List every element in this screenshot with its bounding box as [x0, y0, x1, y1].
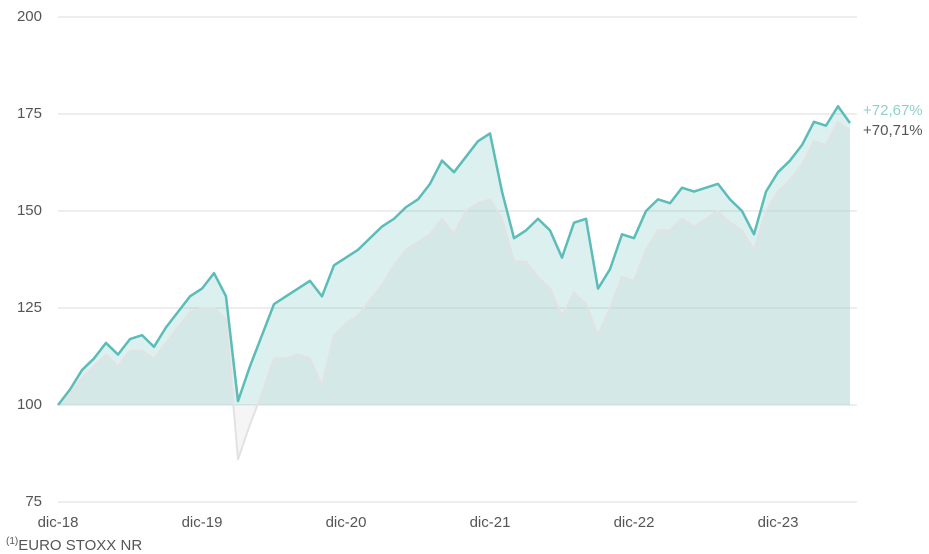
footnote: (1)EURO STOXX NR [6, 536, 142, 554]
series-line [57, 120, 851, 461]
footnote-text: EURO STOXX NR [18, 537, 142, 554]
y-tick-label: 200 [17, 8, 42, 25]
areas [58, 106, 850, 460]
y-tick-label: 125 [17, 299, 42, 316]
lines [57, 104, 852, 461]
y-tick-label: 100 [17, 396, 42, 413]
labels: 75 100 125 150 175 200 dic-18 dic-19 dic-20 dic-2… [17, 8, 923, 531]
end-label: +70,71% [863, 122, 923, 139]
footnote-mark: (1) [6, 536, 18, 547]
series-line [57, 104, 852, 406]
y-tick-label: 150 [17, 202, 42, 219]
y-tick-label: 175 [17, 105, 42, 122]
x-tick-label: dic-19 [182, 514, 223, 531]
area [58, 121, 850, 460]
y-tick-label: 75 [25, 493, 42, 510]
x-tick-label: dic-22 [614, 514, 655, 531]
x-tick-label: dic-21 [470, 514, 511, 531]
x-tick-label: dic-18 [38, 514, 79, 531]
end-label: +72,67% [863, 102, 923, 119]
area [58, 106, 850, 406]
grid [58, 16, 857, 503]
x-tick-label: dic-23 [758, 514, 799, 531]
x-tick-label: dic-20 [326, 514, 367, 531]
